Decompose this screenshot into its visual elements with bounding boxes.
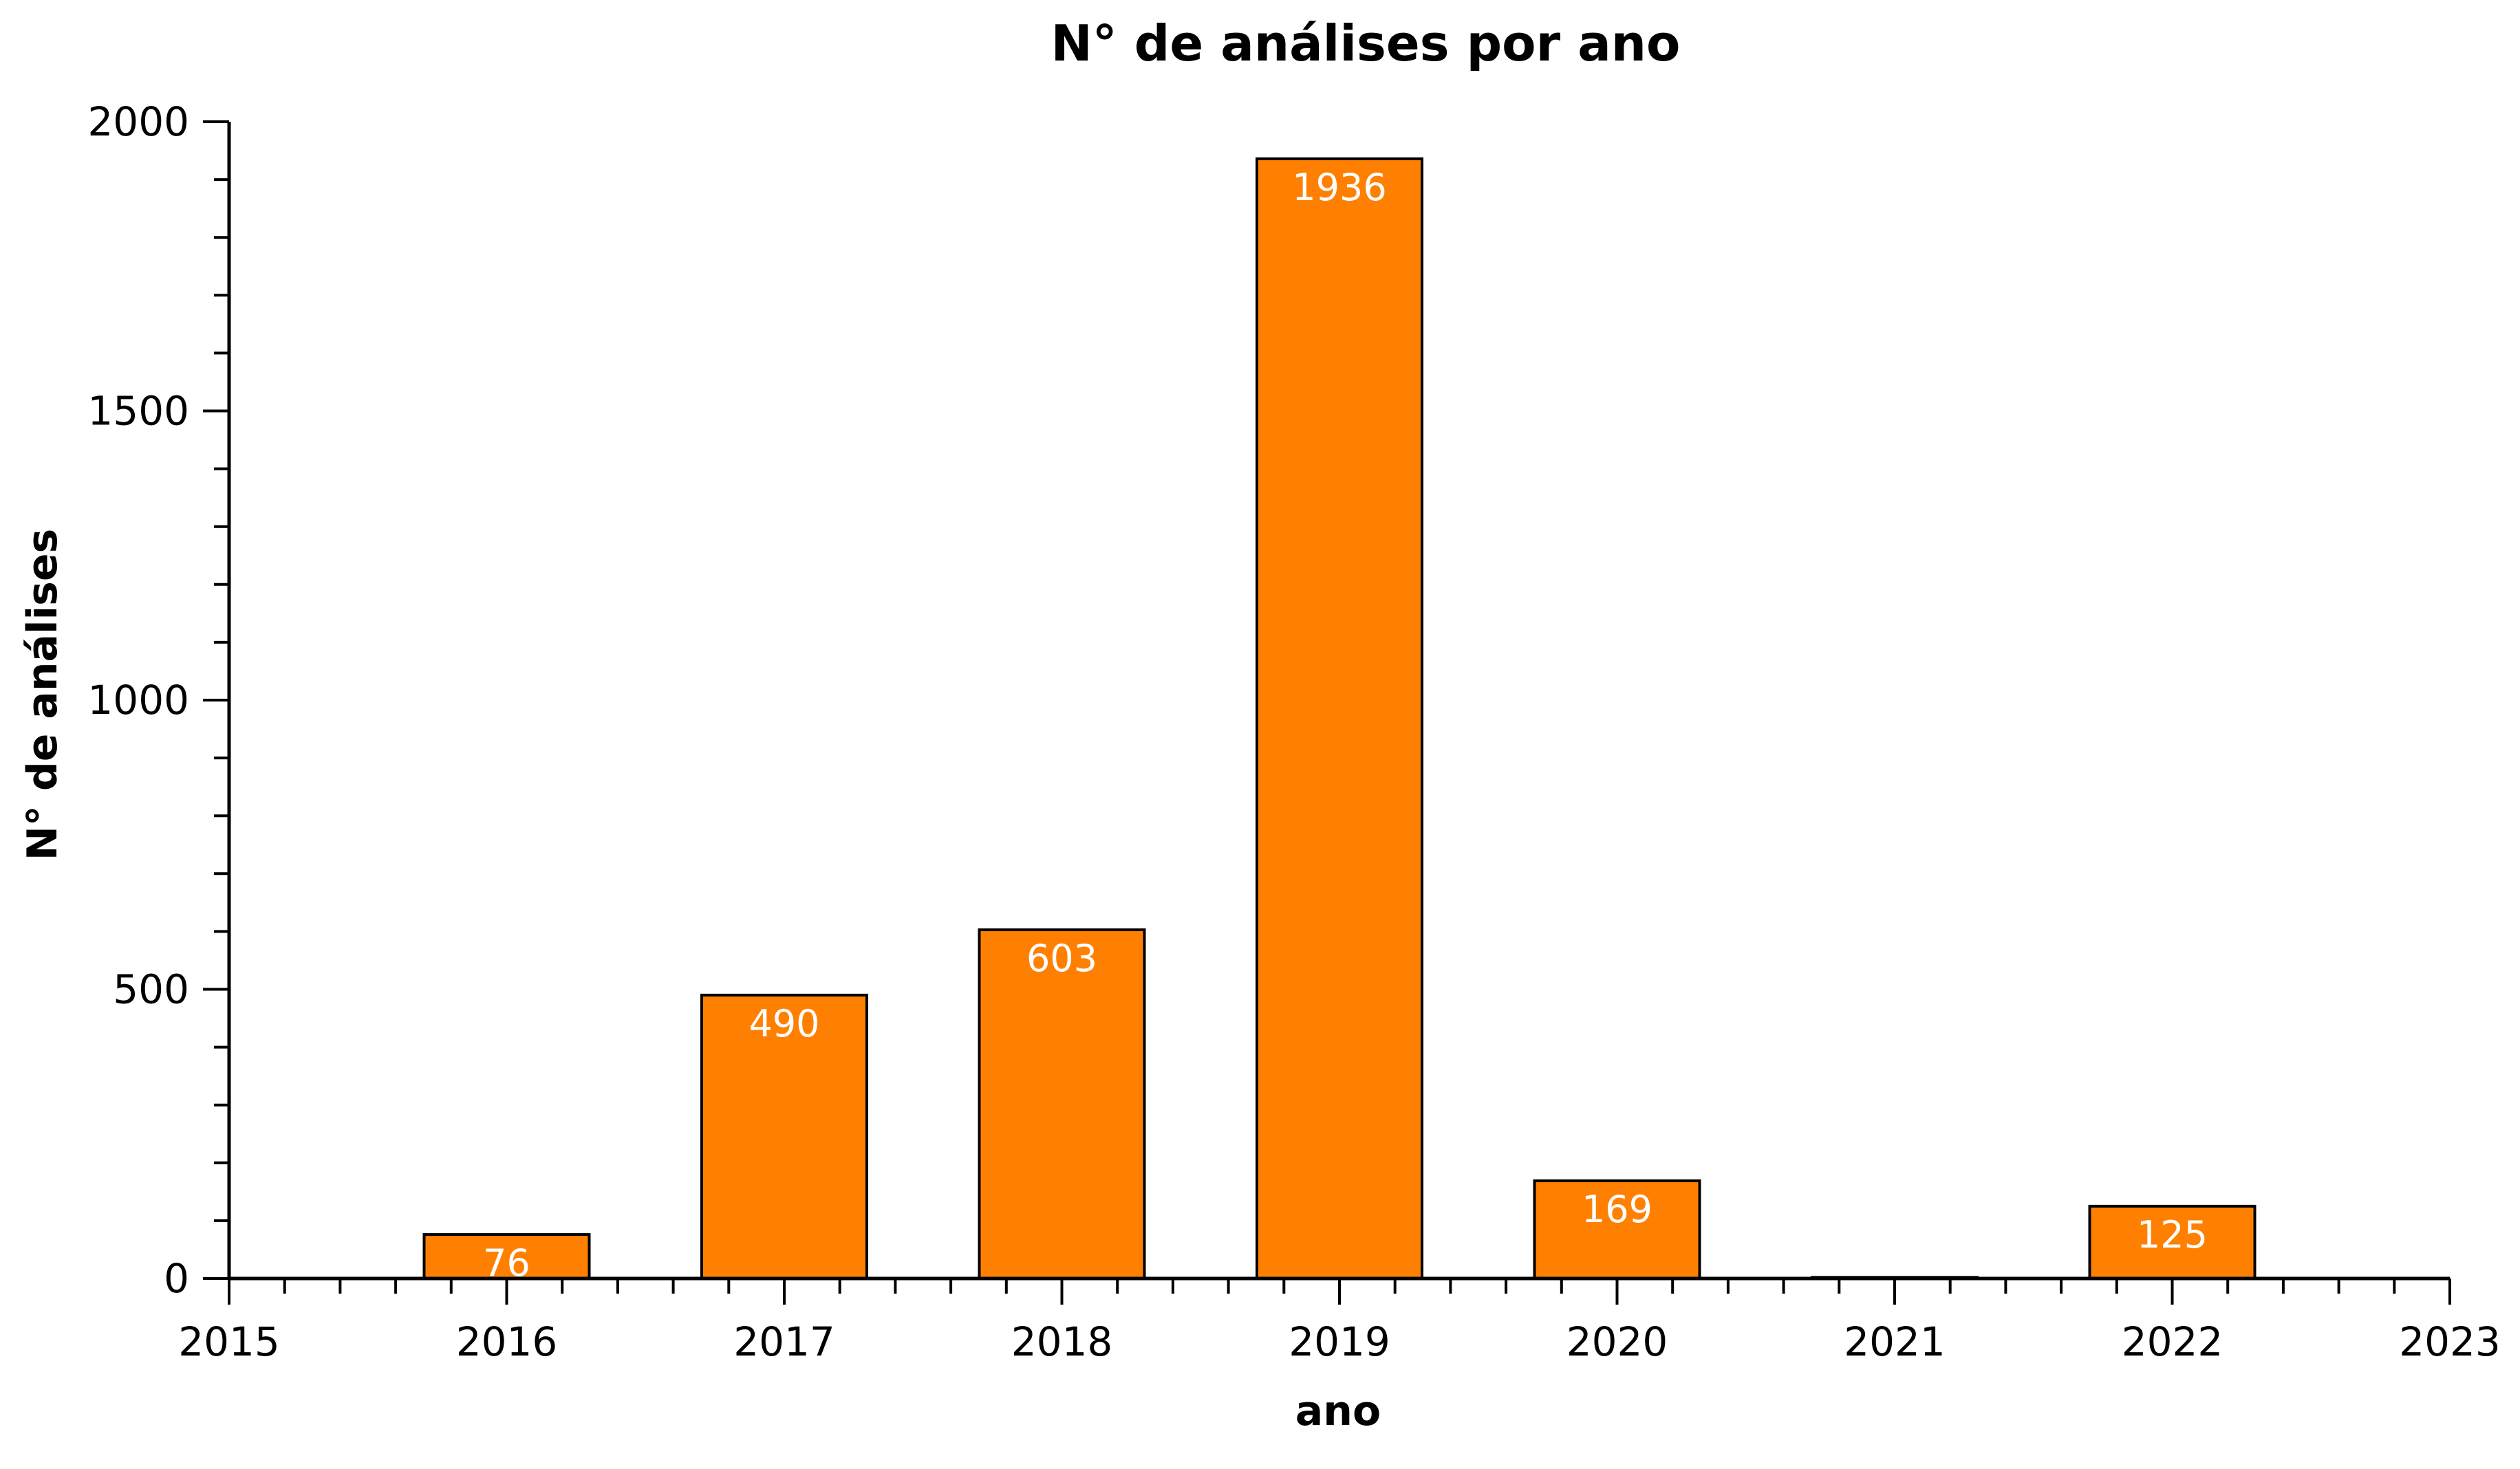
bar-value-label: 169 <box>1582 1188 1652 1231</box>
bar <box>2088 1204 2257 1280</box>
bar <box>1256 157 1423 1281</box>
x-tick-label: 2023 <box>2399 1318 2501 1365</box>
bar <box>978 928 1146 1280</box>
x-tick-label: 2017 <box>733 1318 835 1365</box>
x-axis-label: ano <box>1295 1387 1381 1435</box>
chart-title: N° de análises por ano <box>1051 14 1680 72</box>
y-tick-label: 1500 <box>87 388 189 435</box>
bar-value-label: 125 <box>2137 1213 2208 1256</box>
bars <box>422 157 2257 1281</box>
x-tick-label: 2016 <box>456 1318 558 1365</box>
x-tick-label: 2022 <box>2122 1318 2223 1365</box>
bar <box>1533 1179 1701 1280</box>
bar-value-label: 490 <box>749 1002 819 1045</box>
y-axis-label: N° de análises <box>19 529 67 861</box>
bar <box>700 993 868 1281</box>
bar-value-label: 603 <box>1026 937 1097 980</box>
x-tick-label: 2020 <box>1566 1318 1668 1365</box>
y-tick-label: 1000 <box>87 677 189 723</box>
axes <box>227 122 2450 1281</box>
x-tick-label: 2021 <box>1844 1318 1946 1365</box>
bar-value-label: 1936 <box>1292 166 1386 209</box>
y-tick-label: 0 <box>164 1255 189 1302</box>
x-tick-label: 2015 <box>178 1318 280 1365</box>
x-tick-label: 2018 <box>1011 1318 1113 1365</box>
y-tick-label: 2000 <box>87 98 189 145</box>
y-tick-label: 500 <box>113 966 189 1013</box>
x-tick-label: 2019 <box>1289 1318 1390 1365</box>
axis-ticks: 0 500 1000 1500 2000 2015 2016 2017 2018 2019 2020… <box>87 98 2500 1365</box>
